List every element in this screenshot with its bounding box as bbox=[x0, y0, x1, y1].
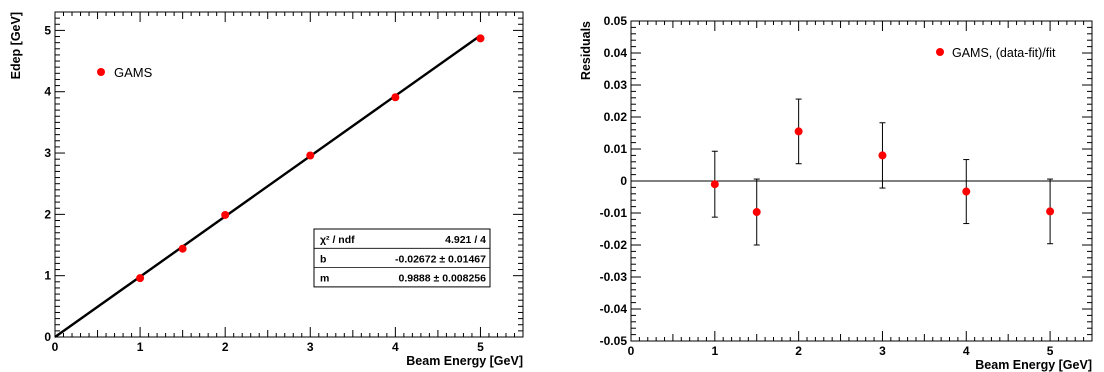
data-point bbox=[221, 210, 230, 219]
fit-stats-label: χ² / ndf bbox=[320, 234, 355, 246]
y-axis-title: Residuals bbox=[579, 21, 593, 80]
fit-line bbox=[54, 34, 482, 338]
fit-stats-box bbox=[313, 228, 491, 288]
x-tick-label: 4 bbox=[963, 344, 970, 358]
x-axis-title: Beam Energy [GeV] bbox=[406, 354, 523, 368]
x-tick-label: 1 bbox=[137, 340, 144, 354]
fit-stats-value: 4.921 / 4 bbox=[445, 234, 486, 246]
y-tick-label: 0.05 bbox=[604, 14, 628, 28]
legend-marker bbox=[97, 68, 105, 76]
y-tick-label: 4 bbox=[44, 85, 51, 99]
plot-frame bbox=[54, 11, 524, 338]
y-tick-label: -0.01 bbox=[600, 206, 628, 220]
x-tick-label: 2 bbox=[795, 344, 802, 358]
y-tick-label: -0.03 bbox=[600, 270, 628, 284]
y-tick-label: -0.02 bbox=[600, 238, 628, 252]
y-tick-label: 5 bbox=[44, 23, 51, 37]
data-point bbox=[794, 127, 803, 136]
fit-stats-label: m bbox=[320, 273, 329, 285]
data-point bbox=[710, 180, 719, 189]
residuals-chart: 0 1 2 3 4 5 -0.05 -0.04 -0.03 -0.02 -0.01 0 0.01 0.02… bbox=[579, 14, 1093, 372]
y-tick-label: 0.01 bbox=[604, 142, 628, 156]
y-tick-label: 0.04 bbox=[604, 46, 628, 60]
data-point bbox=[476, 34, 485, 43]
data-point bbox=[1046, 207, 1055, 216]
fit-stats-label: b bbox=[320, 253, 326, 265]
y-tick-label: 2 bbox=[44, 207, 51, 221]
y-tick-label: 0 bbox=[44, 330, 51, 344]
y-tick-label: 0.03 bbox=[604, 78, 628, 92]
x-tick-label: 5 bbox=[1047, 344, 1054, 358]
y-tick-label: 1 bbox=[44, 269, 51, 283]
legend-label: GAMS bbox=[114, 65, 153, 80]
legend-marker bbox=[936, 48, 944, 56]
data-point bbox=[178, 244, 187, 253]
y-tick-label: 3 bbox=[44, 146, 51, 160]
y-tick-label: -0.04 bbox=[600, 302, 628, 316]
x-tick-label: 4 bbox=[392, 340, 399, 354]
data-point bbox=[752, 208, 761, 217]
fit-stats-value: -0.02672 ± 0.01467 bbox=[395, 253, 486, 265]
data-point bbox=[306, 151, 315, 160]
x-tick-label: 3 bbox=[879, 344, 886, 358]
x-tick-label: 0 bbox=[52, 340, 59, 354]
x-tick-label: 1 bbox=[711, 344, 718, 358]
legend-label: GAMS, (data-fit)/fit bbox=[952, 46, 1056, 60]
x-tick-label: 0 bbox=[628, 344, 635, 358]
x-tick-label: 5 bbox=[477, 340, 484, 354]
y-axis-title: Edep [GeV] bbox=[9, 12, 23, 79]
x-tick-label: 2 bbox=[222, 340, 229, 354]
data-point bbox=[136, 274, 145, 283]
data-point bbox=[878, 151, 887, 160]
data-point bbox=[391, 93, 400, 102]
x-axis-title: Beam Energy [GeV] bbox=[975, 358, 1092, 372]
y-tick-label: 0 bbox=[620, 174, 627, 188]
data-point bbox=[962, 187, 971, 196]
y-tick-label: -0.05 bbox=[600, 334, 628, 348]
fit-stats-value: 0.9888 ± 0.008256 bbox=[398, 273, 486, 285]
x-tick-label: 3 bbox=[307, 340, 314, 354]
y-tick-label: 0.02 bbox=[604, 110, 628, 124]
